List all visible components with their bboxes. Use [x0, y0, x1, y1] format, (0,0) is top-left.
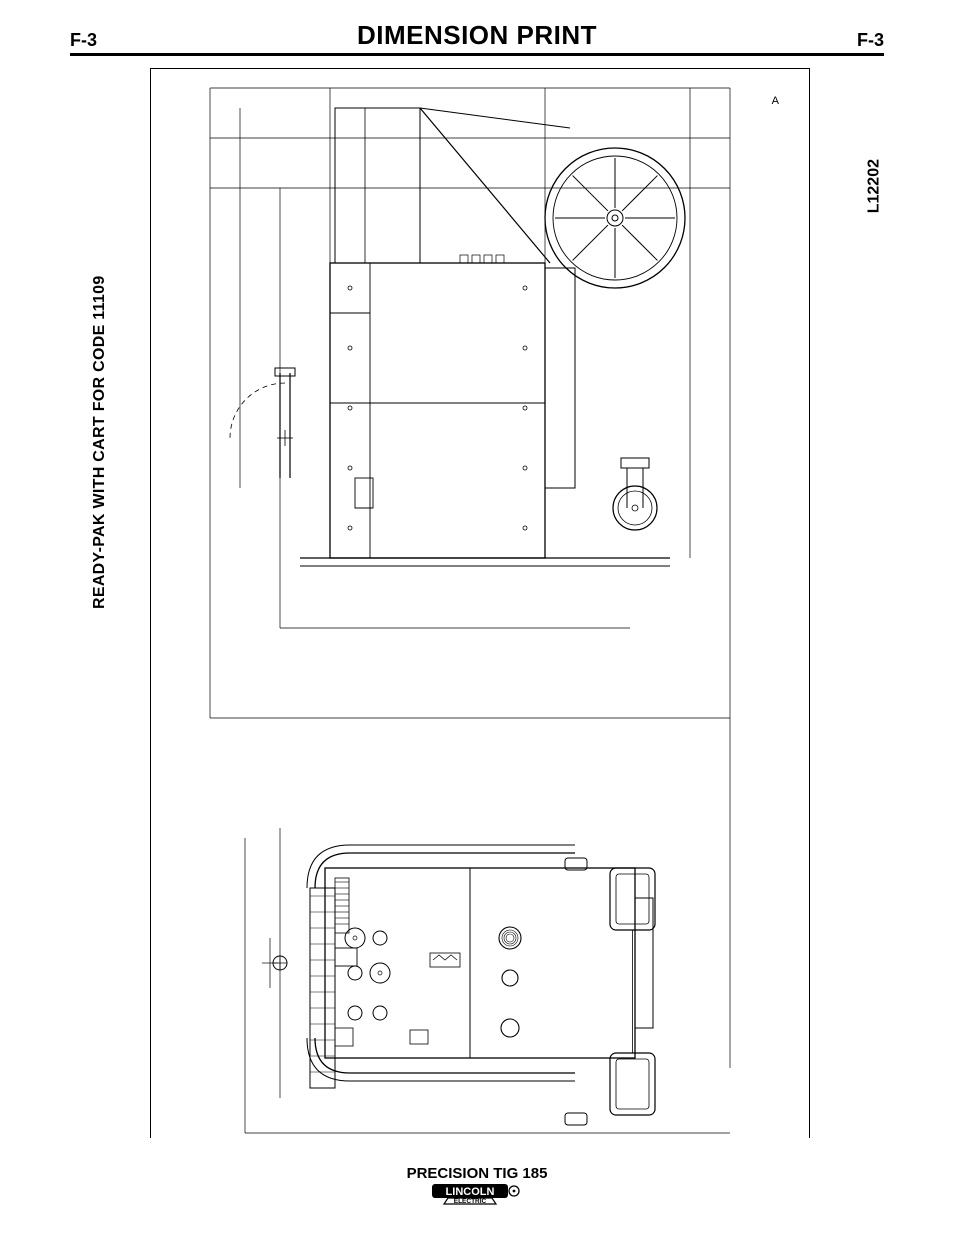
page-header: F-3 DIMENSION PRINT F-3	[70, 24, 884, 56]
technical-drawing	[150, 68, 810, 1138]
header-title: DIMENSION PRINT	[130, 20, 824, 51]
logo-bottom-text: ELECTRIC	[454, 1198, 487, 1205]
header-left-code: F-3	[70, 30, 130, 51]
side-label-drawing-number: L12202	[865, 159, 883, 213]
logo-top-text: LINCOLN	[446, 1186, 495, 1198]
lincoln-electric-logo: LINCOLN ELECTRIC	[432, 1184, 522, 1215]
page-footer: PRECISION TIG 185 LINCOLN ELECTRIC	[0, 1165, 954, 1215]
footer-model-name: PRECISION TIG 185	[0, 1165, 954, 1182]
side-label-description: READY-PAK WITH CART FOR CODE 11109	[91, 275, 109, 609]
header-right-code: F-3	[824, 30, 884, 51]
